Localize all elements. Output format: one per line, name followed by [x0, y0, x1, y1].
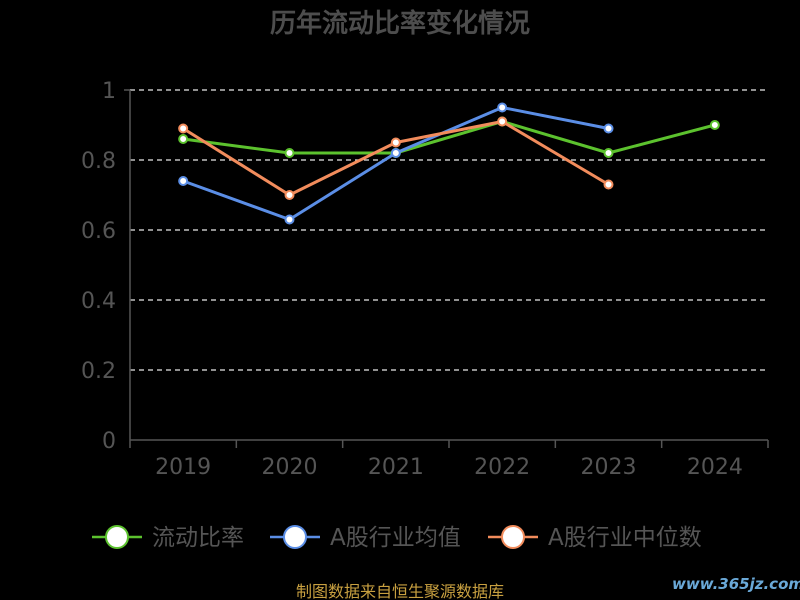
x-tick-label: 2022: [474, 455, 530, 480]
y-tick-label: 1: [102, 79, 116, 104]
series-line: [182, 106, 609, 221]
legend-item-2[interactable]: A股行业均值: [270, 525, 461, 551]
data-point[interactable]: [603, 123, 614, 134]
data-source-note: 制图数据来自恒生聚源数据库: [296, 582, 504, 600]
data-point[interactable]: [603, 148, 614, 158]
x-tick-label: 2023: [581, 455, 637, 480]
legend-marker-icon: [501, 525, 525, 549]
series-1: [178, 116, 720, 158]
series-2: [178, 102, 614, 225]
legend-label: A股行业中位数: [548, 525, 702, 551]
legend-item-3[interactable]: A股行业中位数: [488, 525, 702, 551]
data-point[interactable]: [284, 214, 295, 225]
series-3: [178, 116, 614, 200]
series-line: [182, 120, 610, 197]
data-point[interactable]: [178, 176, 189, 186]
x-tick-label: 2021: [368, 455, 424, 480]
y-axis-tick-labels: 0 0.2 0.4 0.6 0.8 1: [81, 79, 116, 454]
data-point[interactable]: [390, 148, 401, 158]
chart-title: 历年流动比率变化情况: [270, 8, 530, 39]
axes: [124, 89, 769, 448]
legend-marker-icon: [283, 525, 307, 549]
legend-label: 流动比率: [152, 525, 244, 551]
data-point[interactable]: [497, 116, 508, 127]
x-tick-label: 2024: [687, 455, 743, 480]
y-tick-label: 0: [102, 429, 116, 454]
data-point[interactable]: [178, 134, 189, 144]
x-tick-label: 2020: [262, 455, 318, 480]
data-point[interactable]: [603, 179, 614, 190]
y-tick-label: 0.2: [81, 359, 116, 384]
legend[interactable]: 流动比率 A股行业均值 A股行业中位数: [92, 525, 702, 551]
legend-marker-icon: [105, 525, 129, 549]
watermark: www.365jz.com: [672, 575, 800, 593]
legend-label: A股行业均值: [330, 525, 461, 551]
data-point[interactable]: [178, 123, 189, 134]
legend-item-1[interactable]: 流动比率: [92, 525, 244, 551]
y-tick-label: 0.8: [81, 149, 116, 174]
y-tick-label: 0.6: [81, 219, 116, 244]
y-tick-label: 0.4: [81, 289, 116, 314]
data-point[interactable]: [284, 148, 295, 158]
x-tick-label: 2019: [155, 455, 211, 480]
grid-lines: [130, 89, 768, 371]
data-point[interactable]: [497, 102, 508, 113]
data-point[interactable]: [390, 137, 401, 148]
series-lines: [178, 102, 720, 225]
series-line: [182, 120, 716, 155]
data-point[interactable]: [284, 190, 295, 200]
x-axis-tick-labels: 2019 2020 2021 2022 2023 2024: [155, 455, 743, 480]
data-point[interactable]: [709, 120, 720, 130]
